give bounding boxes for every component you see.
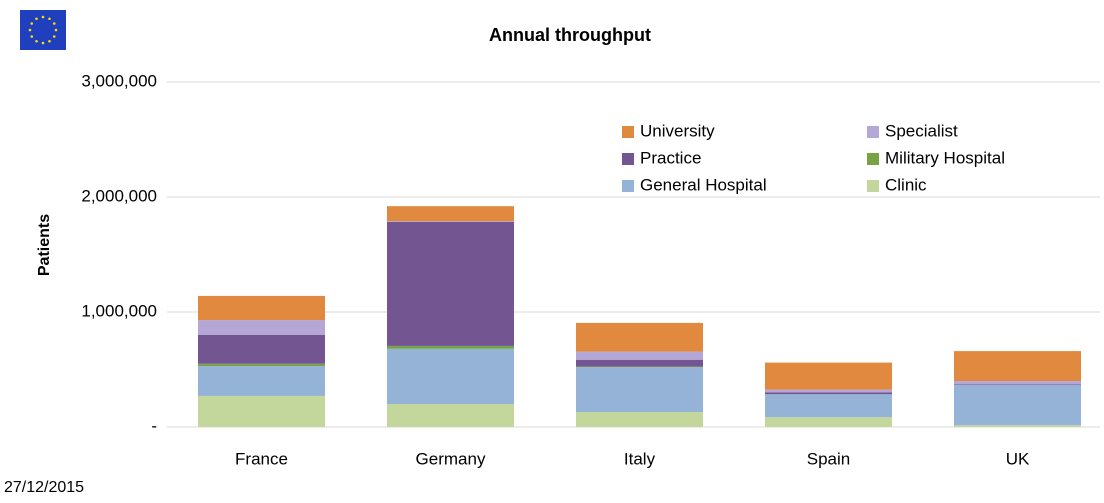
x-tick-label: UK: [1006, 449, 1030, 468]
legend-swatch: [867, 180, 879, 192]
bar-segment: [765, 389, 892, 393]
bar-segment: [198, 335, 325, 364]
bar-segment: [198, 366, 325, 396]
star: [30, 35, 34, 38]
star: [28, 28, 32, 32]
x-tick-label: Spain: [807, 449, 850, 468]
bar-segment: [765, 417, 892, 427]
legend-label: Specialist: [885, 121, 958, 140]
bar-segment: [576, 367, 703, 413]
legend-swatch: [867, 153, 879, 165]
bar-segment: [954, 425, 1081, 427]
bar-segment: [387, 221, 514, 346]
legend-label: General Hospital: [640, 175, 767, 194]
star: [54, 28, 58, 32]
star: [41, 41, 45, 45]
legend-label: Military Hospital: [885, 148, 1005, 167]
y-tick-label: 3,000,000: [81, 71, 157, 90]
legend-label: University: [640, 121, 715, 140]
star: [41, 15, 45, 19]
bar-segment: [576, 351, 703, 360]
bar-segment: [765, 392, 892, 395]
bar-segment: [198, 320, 325, 335]
star: [35, 17, 38, 21]
legend-label: Practice: [640, 148, 701, 167]
bar-segment: [954, 351, 1081, 381]
footnote: 27/12/2015: [4, 479, 84, 496]
legend-swatch: [867, 126, 879, 138]
bar-segment: [387, 404, 514, 427]
y-tick-label: 2,000,000: [81, 186, 157, 205]
chart-title: Annual throughput: [489, 25, 651, 45]
bar-segment: [387, 221, 514, 222]
legend-swatch: [622, 153, 634, 165]
bar-segment: [954, 385, 1081, 426]
bar-segment: [765, 362, 892, 390]
bar-segment: [576, 359, 703, 367]
legend-swatch: [622, 180, 634, 192]
bar-segment: [576, 322, 703, 352]
star: [48, 17, 51, 21]
bar-segment: [954, 384, 1081, 386]
star: [30, 22, 34, 25]
x-tick-label: France: [235, 449, 288, 468]
bar-segment: [387, 206, 514, 222]
legend-swatch: [622, 126, 634, 138]
x-tick-label: Italy: [624, 449, 656, 468]
bar-segment: [765, 394, 892, 418]
bar-segment: [576, 366, 703, 368]
x-tick-label: Germany: [416, 449, 486, 468]
flag-stars: [28, 15, 58, 45]
legend-label: Clinic: [885, 175, 927, 194]
star: [52, 35, 56, 38]
bar-segment: [387, 345, 514, 349]
y-tick-label: -: [151, 416, 157, 435]
star: [35, 39, 38, 43]
y-tick-label: 1,000,000: [81, 301, 157, 320]
bar-segment: [954, 381, 1081, 385]
star: [48, 39, 51, 43]
bar-segment: [198, 295, 325, 321]
y-axis-label: Patients: [36, 214, 53, 276]
bar-segment: [576, 412, 703, 427]
bar-segment: [387, 348, 514, 404]
bar-segment: [198, 363, 325, 367]
star: [52, 22, 56, 25]
eu-flag: [20, 10, 66, 50]
bar-segment: [198, 395, 325, 427]
